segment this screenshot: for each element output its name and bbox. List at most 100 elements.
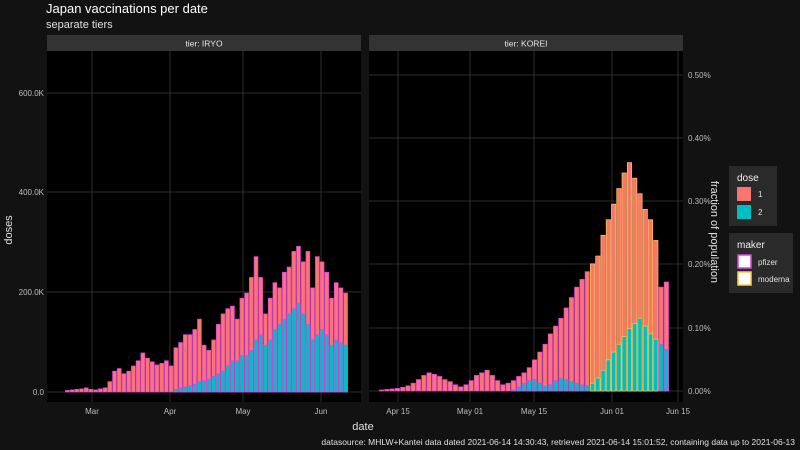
bar-dose1 bbox=[145, 357, 150, 393]
bar-dose1 bbox=[421, 375, 427, 392]
bar-dose1 bbox=[154, 364, 160, 393]
bar-dose2 bbox=[611, 351, 617, 392]
bar-dose1 bbox=[437, 376, 443, 392]
bar-dose1 bbox=[510, 380, 516, 392]
y-tick-label: 0.0 bbox=[33, 388, 45, 397]
x-tick-label: May bbox=[235, 407, 250, 416]
bar-dose2 bbox=[333, 339, 339, 393]
bar-dose2 bbox=[310, 339, 315, 393]
bar-dose1 bbox=[426, 372, 432, 392]
x-tick-label: May 01 bbox=[457, 407, 484, 416]
bar-dose2 bbox=[253, 339, 259, 393]
bar-dose2 bbox=[296, 303, 301, 393]
bar-dose1 bbox=[173, 347, 179, 393]
bar-dose1 bbox=[98, 388, 103, 393]
bar-dose1 bbox=[468, 380, 474, 392]
bar-dose2 bbox=[220, 370, 226, 393]
bar-dose1 bbox=[474, 375, 480, 392]
bar-dose2 bbox=[584, 385, 590, 392]
y-tick-label: 200.0K bbox=[19, 288, 45, 297]
panel-strip bbox=[369, 35, 683, 51]
bar-dose2 bbox=[616, 343, 622, 392]
bar-dose1 bbox=[112, 370, 117, 393]
bar-dose2 bbox=[225, 365, 231, 393]
bar-dose1 bbox=[149, 361, 155, 393]
bar-dose1 bbox=[131, 365, 136, 393]
panel-strip-label: tier: IRYO bbox=[185, 39, 223, 49]
bar-dose2 bbox=[632, 323, 638, 392]
legend-dose-label: 2 bbox=[758, 208, 763, 217]
bar-dose1 bbox=[447, 381, 453, 392]
panel-korei: tier: KOREI 0.00% 0.10% 0.20% 0.30% 0.40% 0.50… bbox=[369, 35, 711, 416]
bar-dose2 bbox=[187, 385, 193, 393]
bar-dose2 bbox=[590, 382, 596, 392]
bar-dose2 bbox=[637, 317, 643, 392]
bar-dose2 bbox=[324, 334, 330, 393]
bar-dose1 bbox=[416, 379, 422, 392]
y-tick-label: 0.50% bbox=[688, 71, 711, 80]
bar-dose1 bbox=[93, 389, 98, 393]
legend-maker-swatch bbox=[737, 254, 752, 269]
bar-dose2 bbox=[510, 389, 516, 392]
bar-dose1 bbox=[159, 363, 164, 393]
bar-dose1 bbox=[69, 389, 75, 393]
bar-dose2 bbox=[642, 325, 648, 392]
x-tick-label: May 15 bbox=[521, 407, 548, 416]
bar-dose1 bbox=[140, 352, 146, 393]
bar-dose1 bbox=[431, 374, 437, 392]
bar-dose2 bbox=[244, 355, 249, 393]
x-tick-label: Mar bbox=[85, 407, 99, 416]
bar-dose2 bbox=[239, 355, 245, 393]
bar-dose2 bbox=[553, 380, 559, 392]
bar-dose1 bbox=[542, 343, 548, 392]
bar-dose2 bbox=[516, 386, 522, 392]
bar-dose2 bbox=[305, 323, 311, 393]
legend-maker-swatch bbox=[737, 271, 752, 286]
bar-dose1 bbox=[102, 387, 108, 393]
bar-dose2 bbox=[211, 376, 216, 393]
x-tick-label: Jun 15 bbox=[666, 407, 691, 416]
bar-dose2 bbox=[605, 359, 611, 392]
bar-dose2 bbox=[230, 360, 235, 393]
y-tick-label: 600.0K bbox=[19, 89, 45, 98]
bar-dose1 bbox=[479, 372, 485, 392]
bar-dose2 bbox=[532, 379, 538, 392]
bar-dose2 bbox=[291, 308, 297, 393]
bar-dose2 bbox=[216, 373, 221, 393]
bar-dose2 bbox=[258, 334, 264, 393]
bar-dose1 bbox=[197, 318, 202, 393]
bar-dose1 bbox=[168, 365, 174, 393]
bar-dose2 bbox=[300, 313, 306, 393]
bar-dose1 bbox=[584, 271, 590, 392]
y-tick-label: 0.30% bbox=[688, 197, 711, 206]
bar-dose1 bbox=[164, 360, 169, 393]
bar-dose2 bbox=[234, 360, 240, 393]
bar-dose2 bbox=[579, 384, 585, 392]
bar-dose1 bbox=[442, 379, 448, 392]
legend-dose-swatch bbox=[737, 187, 751, 201]
bar-dose1 bbox=[484, 369, 490, 392]
bar-dose2 bbox=[272, 329, 278, 393]
bar-dose1 bbox=[107, 381, 113, 393]
legend-dose-title: dose bbox=[737, 173, 759, 184]
bar-dose2 bbox=[206, 378, 212, 393]
bar-dose1 bbox=[384, 389, 390, 392]
bar-dose2 bbox=[542, 385, 548, 392]
caption: datasource: MHLW+Kantei data dated 2021-… bbox=[321, 437, 795, 447]
bar-dose2 bbox=[563, 379, 569, 392]
bar-dose1 bbox=[590, 263, 596, 392]
bar-dose2 bbox=[263, 344, 268, 393]
bar-dose1 bbox=[79, 388, 84, 393]
bar-dose2 bbox=[526, 380, 532, 392]
bar-dose1 bbox=[394, 388, 400, 392]
legend-maker-title: maker bbox=[737, 240, 765, 251]
bar-dose2 bbox=[338, 342, 344, 393]
bar-dose1 bbox=[505, 382, 511, 392]
bar-dose1 bbox=[600, 234, 606, 392]
panel-strip bbox=[47, 35, 361, 51]
y-tick-label: 0.40% bbox=[688, 134, 711, 143]
x-tick-label: Apr bbox=[164, 407, 177, 416]
chart-title: Japan vaccinations per date bbox=[46, 1, 208, 16]
bar-dose1 bbox=[495, 380, 501, 392]
